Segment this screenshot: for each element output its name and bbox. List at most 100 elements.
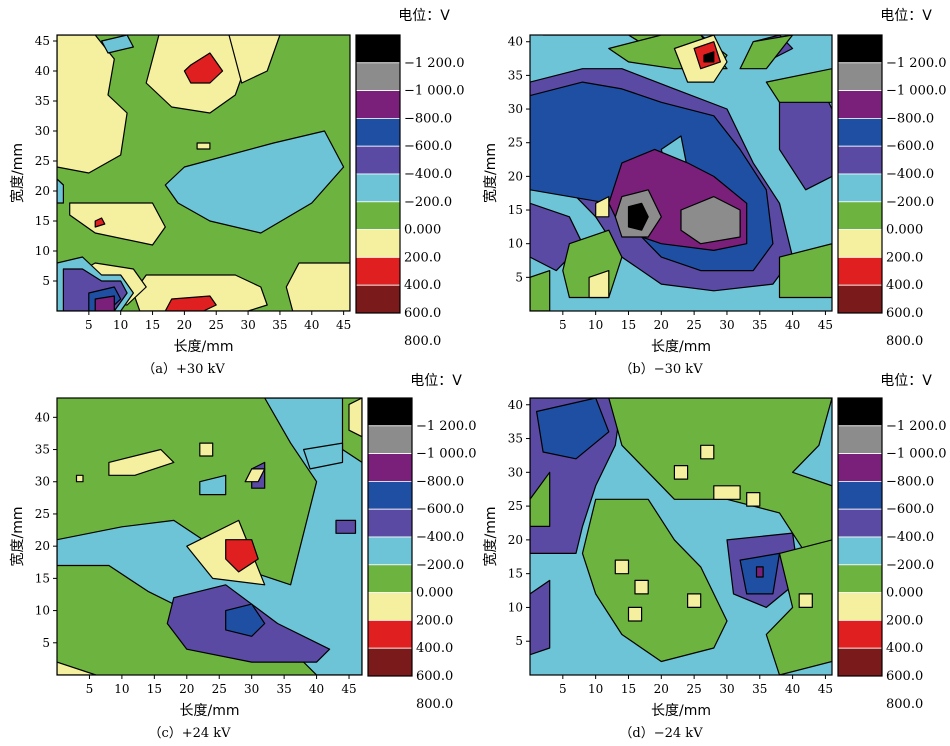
y-tick-label: 25 bbox=[35, 507, 50, 521]
contour-region bbox=[57, 398, 362, 675]
y-tick-label: 20 bbox=[35, 539, 50, 553]
x-tick-label: 30 bbox=[240, 318, 255, 332]
x-tick-label: 45 bbox=[818, 682, 833, 696]
colorbar-label: −1 200.0 bbox=[886, 419, 947, 434]
contour-region bbox=[755, 566, 764, 578]
colorbar-title: 电位：V bbox=[880, 8, 932, 24]
x-tick-label: 45 bbox=[818, 318, 833, 332]
colorbar-swatch bbox=[367, 425, 413, 454]
x-tick-label: 10 bbox=[588, 318, 603, 332]
contour-region bbox=[348, 398, 362, 438]
contour-region bbox=[535, 398, 610, 460]
contour-region bbox=[627, 606, 643, 622]
y-tick-label: 10 bbox=[508, 600, 523, 614]
y-tick-label: 25 bbox=[508, 499, 523, 513]
contour-region bbox=[700, 444, 715, 460]
colorbar-swatch bbox=[837, 284, 883, 314]
colorbar-swatch bbox=[837, 118, 883, 147]
colorbar-label: −400.0 bbox=[416, 530, 464, 545]
colorbar-label: −1 000.0 bbox=[886, 84, 947, 99]
colorbar-label: 400.0 bbox=[404, 278, 441, 293]
colorbar-label: 800.0 bbox=[404, 334, 441, 349]
contour-region bbox=[588, 270, 610, 299]
contour-region bbox=[75, 474, 84, 483]
colorbar-label: −200.0 bbox=[416, 558, 464, 573]
colorbar-label: −400.0 bbox=[886, 530, 934, 545]
x-tick-label: 45 bbox=[336, 318, 351, 332]
contour-region bbox=[530, 270, 551, 311]
contour-region bbox=[746, 492, 761, 507]
contour-region bbox=[765, 68, 832, 103]
colorbar-label: −200.0 bbox=[886, 195, 934, 210]
colorbar-label: −1 200.0 bbox=[416, 419, 477, 434]
contour-region bbox=[673, 465, 689, 480]
y-tick-label: 20 bbox=[35, 184, 50, 198]
contour-region bbox=[680, 196, 741, 245]
x-tick-label: 10 bbox=[114, 682, 129, 696]
contour-region bbox=[244, 468, 266, 483]
x-tick-label: 5 bbox=[559, 682, 567, 696]
colorbar-swatch bbox=[367, 647, 413, 677]
x-tick-label: 35 bbox=[276, 682, 291, 696]
colorbar-swatch bbox=[837, 647, 883, 677]
contour-region bbox=[225, 603, 266, 637]
y-tick-label: 40 bbox=[508, 35, 523, 49]
colorbar-swatch bbox=[837, 256, 883, 286]
colorbar-label: 200.0 bbox=[404, 250, 441, 265]
y-tick-label: 5 bbox=[42, 636, 50, 650]
y-tick-label: 10 bbox=[35, 604, 50, 618]
plot-frame bbox=[56, 34, 351, 312]
y-tick-label: 20 bbox=[508, 169, 523, 183]
x-tick-label: 10 bbox=[588, 682, 603, 696]
y-tick-label: 40 bbox=[35, 64, 50, 78]
contour-region bbox=[57, 661, 97, 675]
x-tick-label: 10 bbox=[113, 318, 128, 332]
colorbar-swatch bbox=[355, 34, 401, 64]
y-tick-label: 30 bbox=[508, 102, 523, 116]
colorbar-label: 0.000 bbox=[886, 223, 923, 238]
colorbar-swatch bbox=[367, 508, 413, 538]
x-tick-label: 30 bbox=[719, 318, 734, 332]
colorbar-swatch bbox=[367, 592, 413, 621]
colorbar: −1 200.0 −1 000.0 −800.0 −600.0 −400.0 −200.0… bbox=[837, 8, 947, 349]
colorbar-label: −600.0 bbox=[886, 502, 934, 517]
x-tick-label: 15 bbox=[621, 318, 636, 332]
contour-region bbox=[713, 485, 741, 500]
contour-region bbox=[530, 471, 551, 528]
contour-region bbox=[228, 35, 281, 84]
contour-region bbox=[614, 559, 630, 575]
colorbar-title: 电位：V bbox=[880, 373, 932, 389]
colorbar-label: 200.0 bbox=[416, 613, 453, 628]
panel-2: 5 10 15 20 25 30 35 40 45 5 10 15 20 25 30 35 40 长度/mm 宽度/… bbox=[482, 8, 947, 377]
colorbar-label: −1 200.0 bbox=[886, 56, 947, 71]
colorbar-swatch bbox=[355, 62, 401, 91]
colorbar-swatch bbox=[837, 564, 883, 593]
colorbar-label: 600.0 bbox=[886, 306, 923, 321]
colorbar-title: 电位：V bbox=[410, 373, 462, 389]
x-tick-label: 20 bbox=[177, 318, 192, 332]
y-tick-label: 30 bbox=[508, 465, 523, 479]
colorbar-label: −800.0 bbox=[416, 474, 464, 489]
plot-frame bbox=[56, 397, 363, 676]
colorbar: −1 200.0 −1 000.0 −800.0 −600.0 −400.0 −200.0… bbox=[837, 373, 947, 712]
x-tick-label: 25 bbox=[686, 318, 701, 332]
colorbar-swatch bbox=[355, 173, 401, 203]
x-tick-label: 20 bbox=[179, 682, 194, 696]
x-tick-label: 40 bbox=[785, 682, 800, 696]
colorbar-title: 电位：V bbox=[398, 8, 450, 24]
colorbar-swatch bbox=[837, 425, 883, 454]
colorbar-label: −1 000.0 bbox=[886, 447, 947, 462]
y-tick-label: 35 bbox=[35, 94, 50, 108]
x-tick-label: 20 bbox=[654, 682, 669, 696]
y-tick-label: 10 bbox=[35, 244, 50, 258]
panel-3: 5 10 15 20 25 30 35 40 45 5 10 15 20 25 30 35 40 长度/mm 宽度/… bbox=[9, 373, 477, 741]
contour-region bbox=[94, 295, 115, 311]
colorbar-swatch bbox=[837, 453, 883, 482]
contour-region bbox=[530, 579, 551, 656]
colorbar-swatch bbox=[837, 397, 883, 427]
colorbar-label: 400.0 bbox=[886, 641, 923, 656]
colorbar-label: −400.0 bbox=[404, 167, 452, 182]
y-tick-label: 30 bbox=[35, 124, 50, 138]
y-tick-label: 40 bbox=[508, 398, 523, 412]
contour-region bbox=[303, 442, 344, 470]
